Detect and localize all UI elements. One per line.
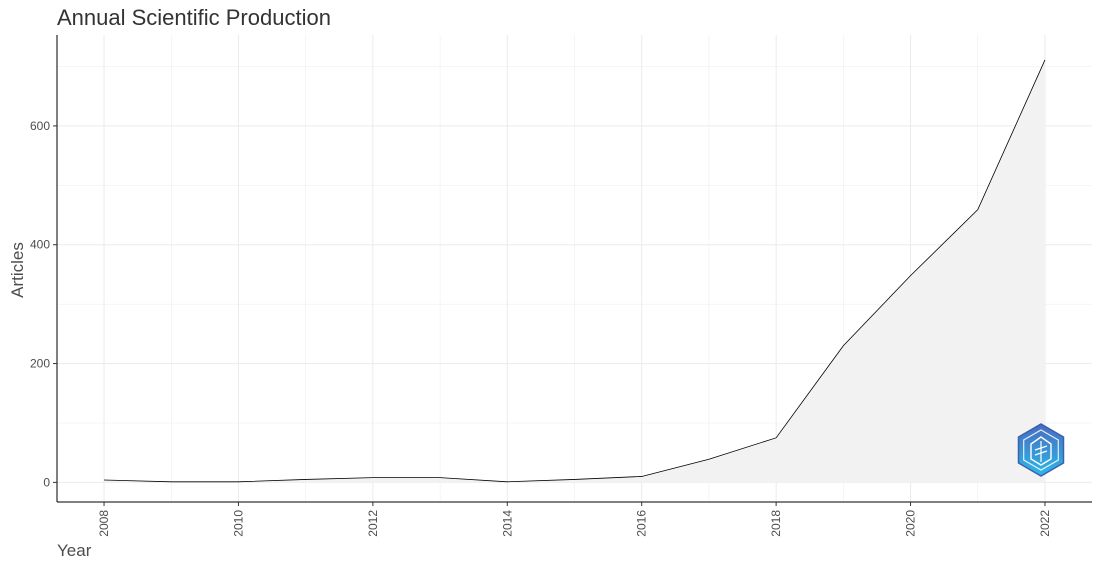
x-tick-label-2014: 2014 [500, 510, 514, 537]
x-tick-label-2010: 2010 [231, 510, 245, 537]
x-tick-label-2020: 2020 [904, 510, 918, 537]
y-tick-label-0: 0 [43, 475, 50, 489]
y-tick-label-400: 400 [30, 238, 50, 252]
logo-book-mark [1030, 436, 1052, 466]
x-ticks: 2008 2010 2012 2014 2016 2018 2020 2022 [97, 502, 1052, 537]
chart-title: Annual Scientific Production [57, 5, 331, 30]
x-tick-label-2022: 2022 [1038, 510, 1052, 537]
x-tick-label-2018: 2018 [769, 510, 783, 537]
x-tick-label-2016: 2016 [635, 510, 649, 537]
y-tick-label-600: 600 [30, 119, 50, 133]
x-axis-title: Year [57, 541, 92, 560]
logo-hexagon-inner [1023, 429, 1059, 471]
area-fill [104, 59, 1045, 483]
bibliometrix-hexagon-logo [1017, 423, 1065, 477]
y-tick-label-200: 200 [30, 357, 50, 371]
x-tick-label-2012: 2012 [366, 510, 380, 537]
series-line [104, 59, 1046, 483]
x-tick-label-2008: 2008 [97, 510, 111, 537]
y-axis-title: Articles [8, 242, 27, 298]
axes [56, 35, 1092, 503]
y-ticks: 0 200 400 600 [30, 119, 57, 489]
